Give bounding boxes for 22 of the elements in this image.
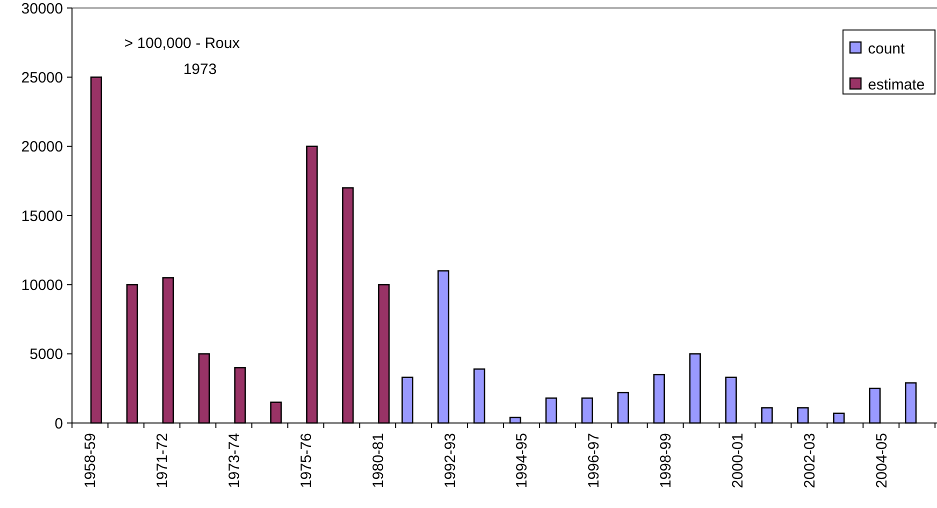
x-tick-label: 1980-81 xyxy=(370,433,387,488)
annotation: > 100,000 - Roux 1973 xyxy=(124,35,240,78)
x-tick-label: 1994-95 xyxy=(514,433,531,488)
y-tick-label: 20000 xyxy=(21,138,63,156)
x-tick-label: 1971-72 xyxy=(154,433,172,488)
y-tick-label: 0 xyxy=(54,415,63,432)
x-tick-label: 1975-76 xyxy=(298,433,315,488)
y-tick-label: 25000 xyxy=(21,69,63,86)
x-tick-label: 1992-93 xyxy=(442,433,459,488)
x-tick-label: 2002-03 xyxy=(801,433,818,488)
legend-label: count xyxy=(868,40,906,58)
x-tick-label: 1973-74 xyxy=(226,433,244,488)
x-tick-label: 2004-05 xyxy=(873,433,890,488)
x-tick-label: 1996-97 xyxy=(586,433,603,488)
y-tick-label: 30000 xyxy=(21,0,63,18)
legend-label: estimate xyxy=(868,76,925,94)
y-tick-label: 5000 xyxy=(30,346,63,364)
x-tick-label: 2000-01 xyxy=(729,433,746,488)
x-tick-label: 1998-99 xyxy=(658,433,675,488)
x-tick-label: 1958-59 xyxy=(82,433,100,488)
y-tick-label: 15000 xyxy=(21,208,63,225)
y-tick-label: 10000 xyxy=(21,276,63,294)
